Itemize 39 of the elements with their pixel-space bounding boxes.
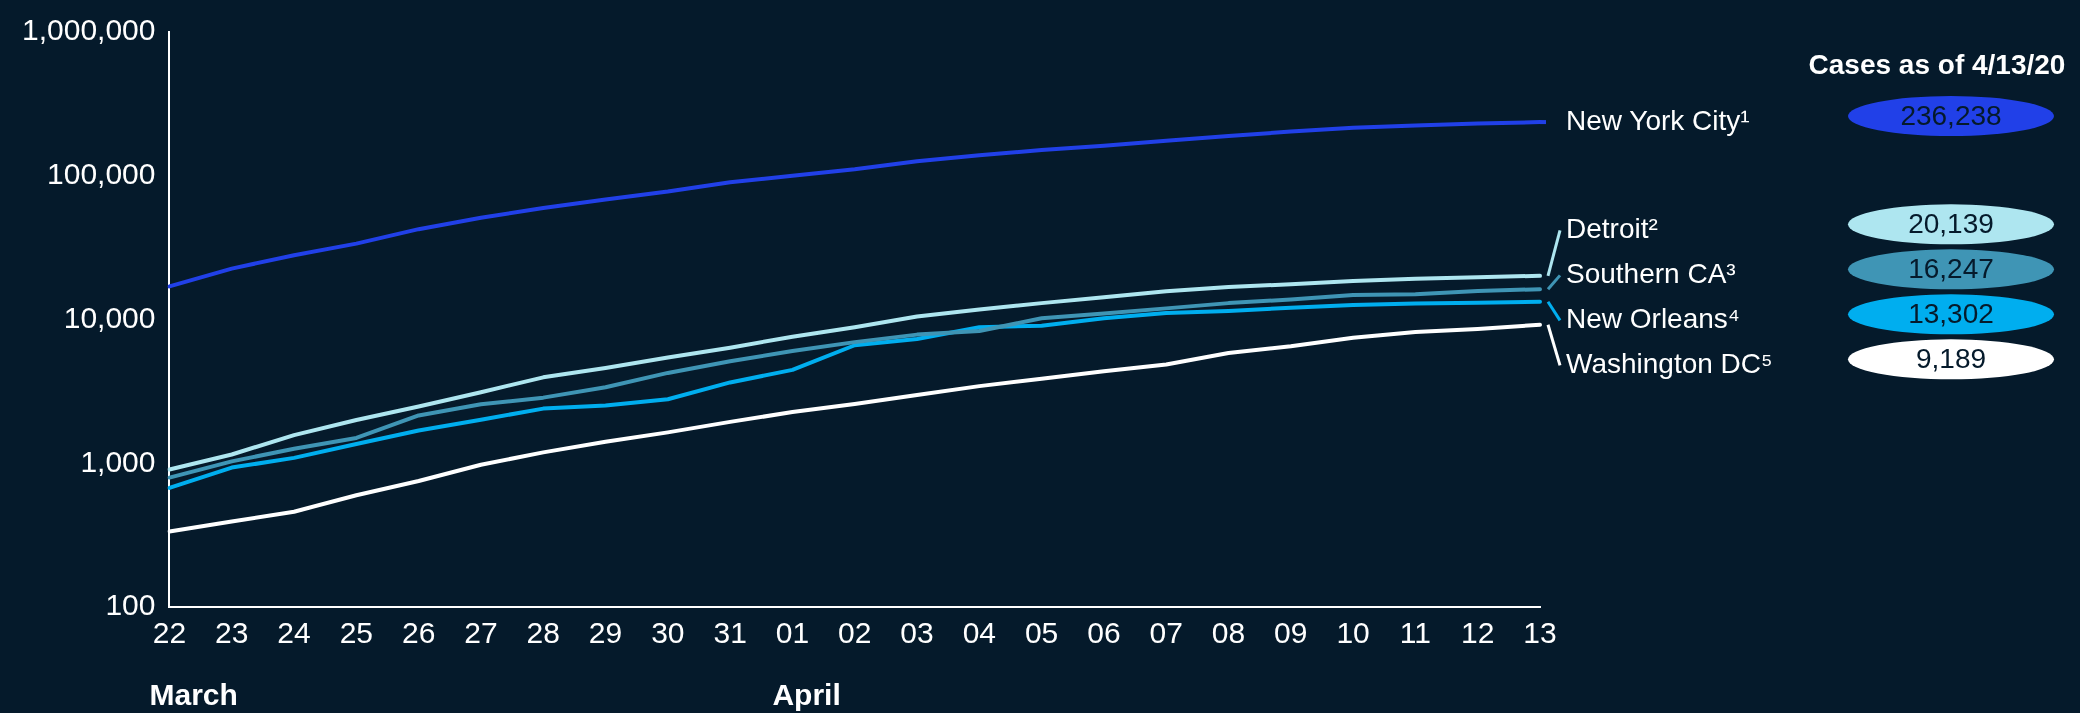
- y-tick-label: 10,000: [63, 300, 156, 334]
- x-tick-label: 03: [900, 616, 934, 650]
- legend-label: Southern CA³: [1566, 258, 1736, 290]
- x-tick-label: 12: [1461, 616, 1495, 650]
- x-tick-label: 02: [838, 616, 872, 650]
- x-tick-label: 04: [962, 616, 997, 650]
- legend-title: Cases as of 4/13/20: [1808, 48, 2066, 80]
- x-tick-label: 27: [464, 616, 498, 650]
- x-tick-label: 13: [1523, 616, 1557, 650]
- x-tick-label: 23: [215, 616, 249, 650]
- series-label: Detroit²: [1566, 213, 1658, 245]
- text: 236,238: [1900, 99, 2002, 131]
- x-tick-label: 29: [588, 616, 623, 650]
- x-tick-label: 26: [401, 616, 436, 650]
- text: 20,139: [1908, 208, 1994, 240]
- x-tick-label: 11: [1399, 616, 1431, 650]
- x-tick-label: 05: [1024, 616, 1059, 650]
- x-tick-label: 06: [1087, 616, 1121, 650]
- x-tick-label: 07: [1149, 616, 1183, 650]
- x-tick-label: 09: [1274, 616, 1308, 650]
- legend-label: New York City¹: [1566, 104, 1750, 136]
- x-tick-label: 08: [1211, 616, 1246, 650]
- x-tick-label: 25: [339, 616, 374, 650]
- text: 16,247: [1908, 253, 1994, 285]
- y-tick-label: 1,000: [80, 444, 156, 478]
- text: April: [772, 678, 841, 711]
- x-tick-label: 28: [526, 616, 560, 650]
- text: 9,189: [1915, 343, 1987, 375]
- x-tick-label: 24: [277, 616, 311, 650]
- x-tick-label: 10: [1336, 616, 1370, 650]
- y-tick-label: 1,000,000: [21, 13, 156, 47]
- y-tick-label: 100,000: [47, 157, 156, 191]
- x-tick-label: 30: [651, 616, 685, 650]
- x-tick-label: 31: [713, 616, 747, 650]
- text: 13,302: [1908, 298, 1994, 330]
- legend-label: Washington DC⁵: [1566, 348, 1773, 380]
- x-tick-label: 01: [775, 616, 810, 650]
- legend-label: New Orleans⁴: [1566, 303, 1740, 335]
- text: March: [149, 678, 238, 711]
